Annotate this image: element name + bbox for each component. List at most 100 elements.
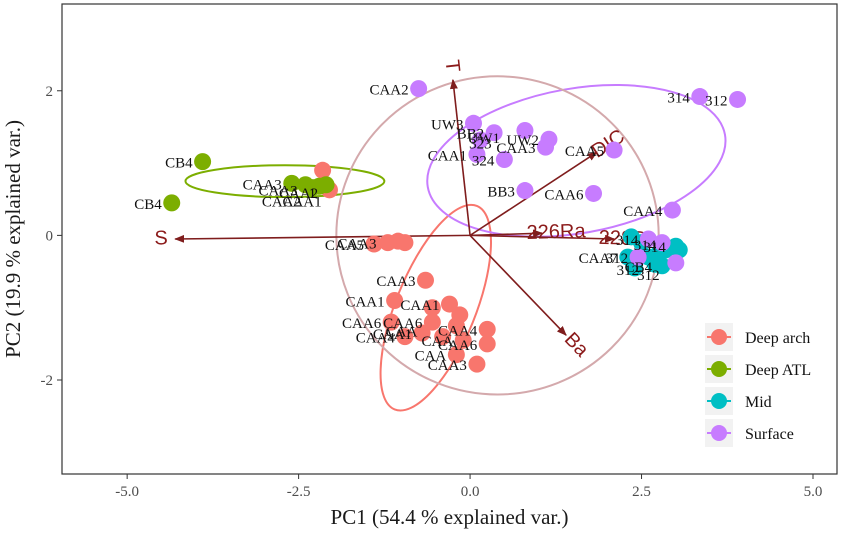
legend-label: Mid bbox=[745, 394, 772, 411]
data-point-surface bbox=[663, 201, 681, 219]
data-point-surface bbox=[653, 234, 671, 252]
loading-arrow bbox=[174, 234, 471, 243]
point-label: 312 bbox=[705, 93, 728, 109]
x-tick-label: 0.0 bbox=[461, 484, 480, 500]
data-point-deep-arch bbox=[396, 328, 414, 346]
data-point-deep-arch bbox=[478, 335, 496, 353]
point-label: CAA2 bbox=[262, 194, 301, 210]
legend-key-point bbox=[711, 361, 727, 377]
legend-label: Deep ATL bbox=[745, 362, 811, 379]
axes: PC1 (54.4 % explained var.) PC2 (19.9 % … bbox=[1, 84, 822, 529]
data-point-surface bbox=[465, 114, 483, 132]
data-point-deep-arch bbox=[454, 331, 472, 349]
data-point-deep-arch bbox=[441, 295, 458, 313]
point-label: CAA3 bbox=[428, 358, 467, 374]
legend-key-point bbox=[711, 329, 727, 345]
loading-arrow bbox=[470, 234, 616, 243]
x-tick-label: -2.5 bbox=[287, 484, 311, 500]
point-label: CAA3 bbox=[496, 141, 535, 157]
point-label: CAA1 bbox=[373, 327, 412, 343]
point-label: CAA bbox=[415, 349, 447, 365]
data-points bbox=[163, 80, 747, 373]
data-point-surface bbox=[516, 182, 534, 200]
data-point-surface bbox=[605, 141, 623, 159]
ellipse-deep-atl bbox=[184, 164, 386, 199]
legend-key-point bbox=[711, 393, 727, 409]
data-point-deep-atl bbox=[283, 174, 301, 192]
legend-label: Surface bbox=[745, 426, 794, 443]
loading-label: T bbox=[441, 59, 464, 74]
data-point-deep-arch bbox=[382, 313, 400, 331]
point-label: CAA6 bbox=[544, 187, 584, 203]
x-tick-label: 5.0 bbox=[804, 484, 823, 500]
point-label: CAA3 bbox=[337, 236, 376, 252]
point-label: BB2 bbox=[457, 127, 485, 143]
point-label: CAA4 bbox=[623, 204, 663, 220]
point-label: CAA5 bbox=[565, 144, 604, 160]
ellipse-deep-arch bbox=[379, 203, 493, 412]
point-label: 314 bbox=[634, 238, 657, 254]
data-point-deep-arch bbox=[396, 234, 414, 252]
point-label: CAA3 bbox=[258, 184, 297, 200]
data-point-surface bbox=[468, 145, 486, 163]
x-tick-label: -5.0 bbox=[115, 484, 139, 500]
data-point-surface bbox=[537, 138, 555, 156]
point-label: CAA1 bbox=[428, 148, 467, 164]
point-label: CB4 bbox=[134, 197, 162, 213]
point-label: BB3 bbox=[487, 185, 515, 201]
data-point-surface bbox=[691, 88, 709, 106]
data-point-deep-arch bbox=[447, 346, 465, 364]
point-label: 312 bbox=[637, 268, 660, 284]
data-point-surface bbox=[516, 122, 534, 140]
point-label: CAA2 bbox=[279, 186, 318, 202]
data-point-deep-arch bbox=[413, 324, 431, 342]
data-point-mid bbox=[670, 241, 688, 259]
data-point-deep-arch bbox=[423, 313, 441, 331]
point-label: CAA4 bbox=[356, 331, 396, 347]
data-point-surface bbox=[629, 248, 647, 266]
point-label: CAA4 bbox=[438, 323, 478, 339]
point-label: CAA1 bbox=[400, 298, 439, 314]
point-label: CB4 bbox=[625, 260, 653, 276]
point-label: CAA7 bbox=[579, 251, 619, 267]
loading-arrow bbox=[449, 78, 471, 236]
loading-arrow bbox=[469, 151, 598, 237]
loading-label: 226Ra bbox=[526, 220, 586, 244]
y-tick-label: -2 bbox=[41, 373, 54, 389]
x-axis-title: PC1 (54.4 % explained var.) bbox=[331, 505, 569, 529]
point-label: UW3 bbox=[431, 117, 464, 133]
legend: Deep arch Deep ATL Mid Surface bbox=[699, 316, 831, 454]
point-label: CAA1 bbox=[282, 194, 321, 210]
data-point-mid bbox=[653, 257, 671, 275]
point-label: CAA6 bbox=[383, 316, 423, 332]
data-point-deep-atl bbox=[317, 176, 335, 194]
data-point-surface bbox=[729, 90, 747, 108]
legend-key-point bbox=[711, 425, 727, 441]
point-label: 314 bbox=[667, 91, 690, 107]
point-label: CAA5 bbox=[325, 238, 364, 254]
point-label: 314 bbox=[643, 240, 666, 256]
data-point-surface bbox=[585, 184, 603, 202]
data-point-surface bbox=[667, 254, 685, 272]
data-point-deep-arch bbox=[478, 320, 496, 338]
data-point-surface bbox=[471, 131, 489, 149]
y-axis-title: PC2 (19.9 % explained var.) bbox=[1, 120, 25, 358]
data-point-deep-arch bbox=[386, 291, 404, 309]
data-point-deep-atl bbox=[194, 153, 212, 171]
data-point-surface bbox=[485, 124, 503, 142]
point-label: 323 bbox=[469, 137, 492, 153]
data-point-deep-arch bbox=[365, 235, 383, 253]
point-label: 312 bbox=[617, 263, 640, 279]
point-label: CAA bbox=[386, 325, 418, 341]
point-label: 324 bbox=[472, 153, 495, 169]
point-label: 312 bbox=[606, 251, 629, 267]
data-point-deep-arch bbox=[434, 328, 452, 346]
point-label: UW2 bbox=[506, 133, 539, 149]
point-label: 314 bbox=[616, 233, 639, 249]
data-point-surface bbox=[495, 150, 513, 168]
point-label: CAA2 bbox=[369, 83, 408, 99]
loading-label: S bbox=[154, 227, 168, 249]
